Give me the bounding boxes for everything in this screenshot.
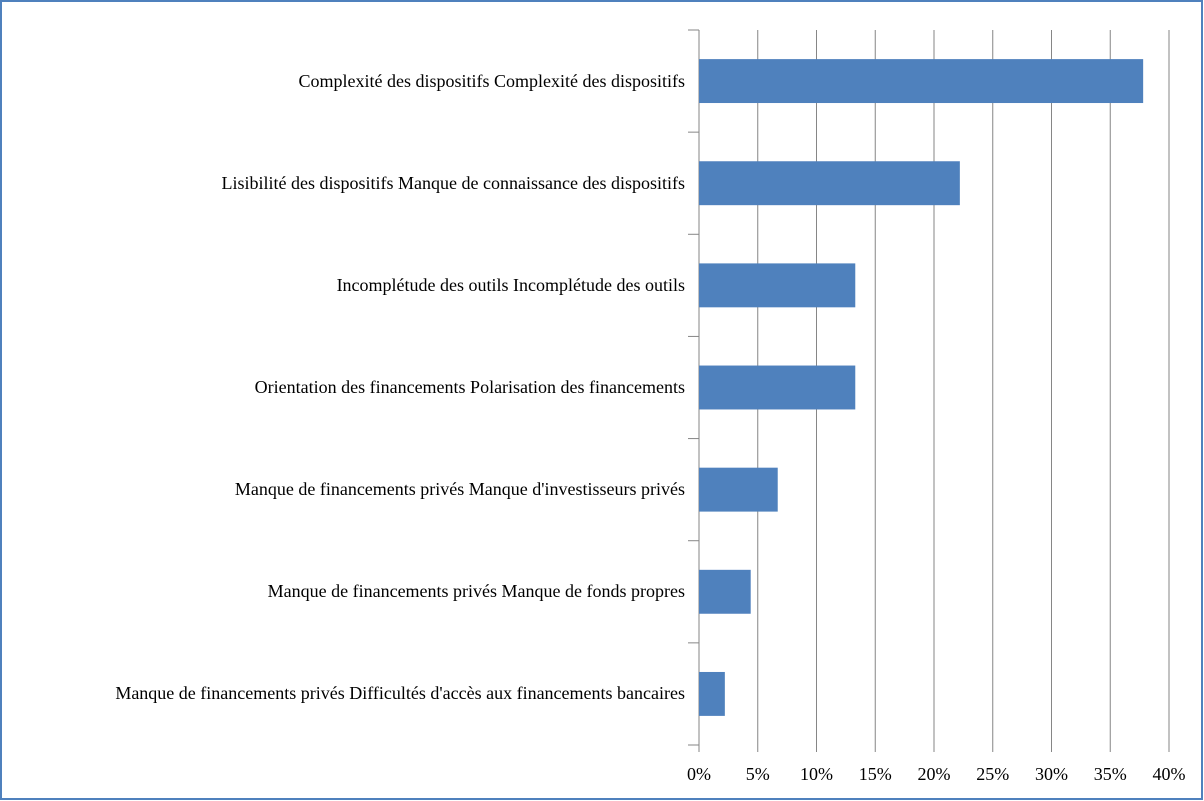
category-label-box: Lisibilité des dispositifs Manque de con… [20, 132, 685, 234]
bar [699, 671, 725, 716]
y-tick-label: Manque de financements privés Difficulté… [115, 683, 685, 704]
bar [699, 263, 856, 308]
y-tick-label: Complexité des dispositifs Complexité de… [298, 70, 686, 91]
bar [699, 467, 778, 512]
x-tick-label: 35% [1094, 764, 1127, 784]
x-tick-label: 15% [859, 764, 892, 784]
x-tick-label: 30% [1035, 764, 1068, 784]
x-tick-label: 10% [800, 764, 833, 784]
y-tick-label: Lisibilité des dispositifs Manque de con… [221, 172, 685, 193]
category-label-box: Incomplétude des outils Incomplétude des… [20, 234, 685, 336]
bar [699, 161, 960, 206]
bar [699, 59, 1144, 104]
category-label-box: Manque de financements privés Difficulté… [20, 643, 685, 745]
y-tick-label: Manque de financements privés Manque d'i… [234, 479, 685, 500]
category-label-box: Manque de financements privés Manque d'i… [20, 439, 685, 541]
bar [699, 569, 751, 614]
category-label-box: Manque de financements privés Manque de … [20, 541, 685, 643]
y-tick-label: Incomplétude des outils Incomplétude des… [336, 274, 685, 295]
category-label-box: Complexité des dispositifs Complexité de… [20, 30, 686, 132]
bar [699, 365, 856, 410]
y-tick-label: Orientation des financements Polarisatio… [254, 376, 685, 397]
y-tick-label: Manque de financements privés Manque de … [267, 581, 685, 602]
x-tick-label: 40% [1153, 764, 1186, 784]
x-tick-label: 5% [746, 764, 770, 784]
x-tick-label: 20% [918, 764, 951, 784]
x-tick-label: 0% [687, 764, 711, 784]
x-tick-label: 25% [976, 764, 1009, 784]
category-label-box: Orientation des financements Polarisatio… [20, 336, 685, 438]
